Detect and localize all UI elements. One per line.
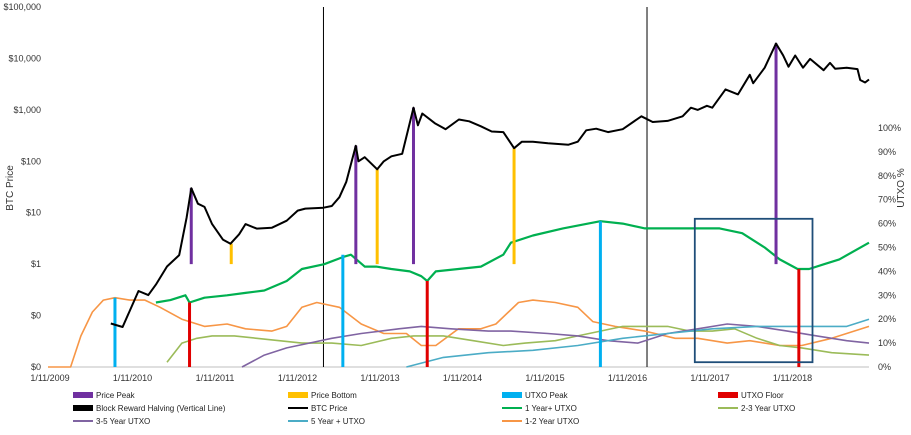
legend-label: 2-3 Year UTXO [741,404,795,413]
legend-label: 1-2 Year UTXO [525,417,579,426]
utxo-series [48,220,870,368]
y2-tick-label: 10% [878,338,896,348]
y2-tick-label: 100% [878,123,901,133]
y2-tick-label: 30% [878,290,896,300]
y2-tick-label: 80% [878,171,896,181]
two-three-year-line [166,325,870,363]
legend-item: UTXO Peak [502,391,569,400]
x-tick-label: 1/11/2015 [525,373,564,383]
y-tick-label: $100,000 [3,2,41,12]
x-axis: 1/11/2009 1/11/2010 1/11/2011 1/11/2012 1/11… [30,366,869,383]
legend-item: Price Bottom [288,391,357,400]
y-tick-label: $10 [26,208,41,218]
legend-label: UTXO Floor [741,391,784,400]
y2-tick-label: 70% [878,195,896,205]
y2-tick-label: 90% [878,147,896,157]
legend-swatch [73,405,93,411]
y2-tick-label: 40% [878,266,896,276]
legend-item: Block Reward Halving (Vertical Line) [73,404,226,413]
legend-item: 3-5 Year UTXO [73,417,150,426]
x-tick-label: 1/11/2018 [773,373,812,383]
legend-swatch [502,392,522,398]
event-markers [113,43,801,367]
one-year-plus-line [155,220,870,304]
btc-price-line [110,42,870,328]
legend-label: Price Peak [96,391,136,400]
legend-item: BTC Price [288,404,348,413]
legend-item: UTXO Floor [718,391,784,400]
y2-tick-label: 60% [878,219,896,229]
x-tick-label: 1/11/2014 [443,373,482,383]
legend-swatch [718,392,738,398]
one-two-year-line [48,296,870,368]
legend-label: 3-5 Year UTXO [96,417,150,426]
legend-label: 1 Year+ UTXO [525,404,577,413]
legend-item: 5 Year + UTXO [288,417,365,426]
y-axis: $0 $0 $1 $10 $100 $1,000 $10,000 $100,000 [3,2,41,372]
legend-label: 5 Year + UTXO [311,417,365,426]
y-tick-label: $0 [31,362,41,372]
y-tick-label: $0 [31,311,41,321]
legend-label: Block Reward Halving (Vertical Line) [96,404,226,413]
highlight-box [693,217,814,364]
y-tick-label: $1 [31,259,41,269]
price-series [110,42,870,328]
legend-label: Price Bottom [311,391,357,400]
three-five-year-line [241,323,870,368]
legend-label: BTC Price [311,404,348,413]
x-tick-label: 1/11/2016 [608,373,647,383]
legend-swatch [73,392,93,398]
legend-item: 1 Year+ UTXO [502,404,577,413]
x-tick-label: 1/11/2017 [690,373,729,383]
legend: Price Peak Price Bottom UTXO Peak UTXO Floo… [73,391,795,426]
legend-item: Price Peak [73,391,136,400]
y2-tick-label: 0% [878,362,891,372]
y-tick-label: $100 [21,156,41,166]
legend-swatch [288,392,308,398]
y2-axis-title: UTXO % [896,168,907,208]
x-tick-label: 1/11/2009 [30,373,69,383]
x-tick-label: 1/11/2013 [360,373,399,383]
legend-label: UTXO Peak [525,391,569,400]
five-year-plus-line [406,318,870,368]
y2-tick-label: 50% [878,243,896,253]
x-tick-label: 1/11/2012 [278,373,317,383]
x-tick-label: 1/11/2010 [113,373,152,383]
y-axis-title: BTC Price [5,165,16,211]
halving-lines [322,7,648,367]
legend-item: 2-3 Year UTXO [718,404,795,413]
y-tick-label: $10,000 [8,53,41,63]
legend-item: 1-2 Year UTXO [502,417,579,426]
y-tick-label: $1,000 [13,105,41,115]
y2-tick-label: 20% [878,314,896,324]
x-tick-label: 1/11/2011 [196,373,235,383]
y2-axis: 0% 10% 20% 30% 40% 50% 60% 70% 80% 90% 100% [878,123,901,372]
